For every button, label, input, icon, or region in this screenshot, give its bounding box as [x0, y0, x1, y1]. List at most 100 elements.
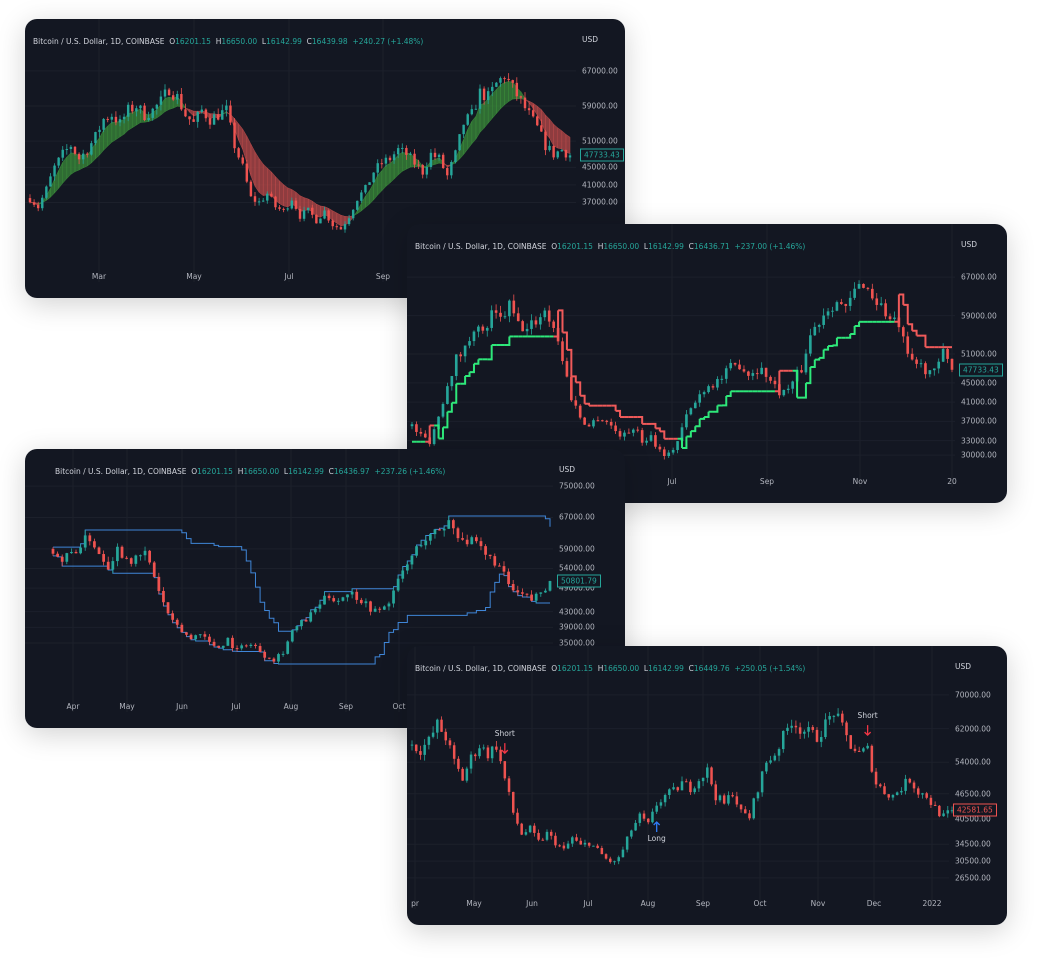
- candle: [116, 543, 119, 567]
- trend-line-segment: [686, 431, 692, 438]
- candle: [511, 579, 515, 592]
- x-tick-label: May: [466, 899, 482, 908]
- candle: [534, 592, 538, 604]
- candle: [341, 596, 345, 602]
- x-tick-label: Nov: [852, 477, 868, 486]
- chart-svg[interactable]: [25, 19, 625, 298]
- candle: [419, 540, 423, 548]
- candle: [601, 419, 604, 422]
- candle: [90, 140, 93, 156]
- candle: [549, 829, 553, 840]
- cloud-segment: [62, 156, 68, 184]
- candle: [278, 205, 281, 211]
- candle: [499, 305, 502, 322]
- chart-svg[interactable]: [407, 646, 1007, 925]
- candle: [676, 786, 680, 793]
- candle: [401, 143, 404, 154]
- short-arrow-icon: [864, 725, 872, 737]
- chart-svg[interactable]: [407, 224, 1007, 503]
- candle: [388, 155, 392, 163]
- x-tick-label: Oct: [753, 899, 767, 908]
- candle: [556, 150, 559, 160]
- cloud-segment: [553, 123, 558, 149]
- candle: [235, 645, 239, 652]
- candle: [208, 634, 211, 645]
- candle: [441, 152, 445, 169]
- candle: [272, 657, 276, 664]
- candle: [845, 720, 848, 742]
- trend-line-segment: [907, 323, 914, 331]
- candle: [461, 532, 464, 541]
- x-tick-label: Dec: [866, 899, 882, 908]
- candle: [565, 357, 569, 378]
- candle: [689, 779, 692, 796]
- candle: [857, 746, 861, 752]
- cloud-segment: [365, 189, 370, 208]
- chart-svg[interactable]: [25, 449, 625, 728]
- candle: [241, 154, 244, 166]
- candle: [432, 426, 436, 446]
- candle: [571, 835, 574, 847]
- y-tick-label: 62000.00: [955, 724, 991, 734]
- candle: [755, 368, 759, 380]
- candle: [671, 447, 675, 455]
- candle: [614, 421, 617, 434]
- candle: [114, 111, 118, 126]
- x-tick-label: Jun: [526, 899, 538, 908]
- candle: [447, 516, 451, 530]
- low-value: 16142.99: [266, 37, 302, 46]
- candle: [482, 86, 486, 105]
- candle: [229, 100, 232, 126]
- cloud-segment: [406, 153, 411, 170]
- candle: [194, 634, 198, 642]
- candle: [198, 634, 202, 638]
- candle: [450, 160, 453, 179]
- candle: [462, 124, 465, 139]
- candle: [423, 739, 426, 761]
- candle: [478, 84, 482, 114]
- candle: [815, 727, 819, 743]
- candle: [347, 214, 351, 226]
- candle: [237, 146, 240, 160]
- cloud-segment: [402, 151, 407, 172]
- channel-lower-line: [53, 555, 550, 665]
- close-value: 16436.97: [333, 467, 370, 476]
- candle: [908, 777, 912, 784]
- candle: [185, 632, 188, 637]
- candle: [106, 556, 110, 571]
- cloud-segment: [496, 84, 501, 115]
- candle: [444, 728, 448, 746]
- trend-line-segment: [810, 359, 816, 368]
- trend-line-segment: [580, 394, 586, 404]
- candle: [516, 585, 520, 596]
- candle: [147, 111, 150, 122]
- candle: [459, 351, 463, 362]
- candle: [421, 163, 424, 179]
- candle: [257, 197, 261, 206]
- candle: [431, 726, 435, 739]
- trend-line-segment: [469, 363, 475, 374]
- candle: [57, 157, 60, 169]
- candle: [102, 117, 105, 133]
- candle: [919, 359, 923, 368]
- candle: [336, 598, 340, 606]
- candle: [634, 819, 637, 831]
- candle: [893, 311, 896, 322]
- candle: [528, 824, 532, 834]
- candle: [625, 836, 629, 853]
- candle: [507, 775, 511, 796]
- candle: [870, 744, 874, 774]
- candle: [327, 209, 330, 223]
- candle: [773, 753, 777, 762]
- low-value: 16142.99: [648, 242, 684, 251]
- candle: [346, 594, 349, 602]
- candle: [61, 146, 64, 162]
- candle: [452, 742, 456, 765]
- candle: [415, 544, 418, 558]
- candle: [554, 832, 557, 848]
- candle: [81, 149, 85, 164]
- candle: [204, 108, 208, 122]
- candle: [840, 298, 843, 305]
- candle: [765, 760, 768, 775]
- candle: [950, 806, 954, 814]
